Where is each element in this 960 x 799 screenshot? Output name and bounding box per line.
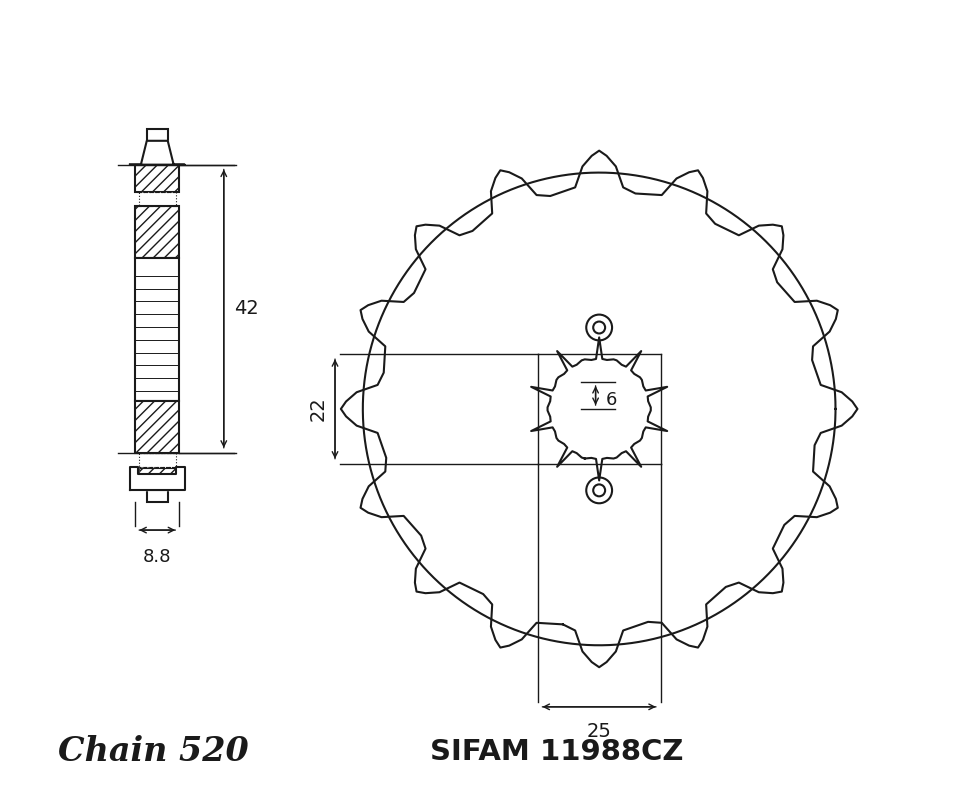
Bar: [138, 467, 176, 489]
Text: Chain 520: Chain 520: [58, 735, 249, 768]
Bar: [135, 165, 180, 193]
Bar: [147, 491, 168, 503]
Text: 8.8: 8.8: [143, 548, 172, 566]
Text: 22: 22: [309, 396, 328, 421]
Bar: [138, 193, 176, 206]
Bar: [138, 452, 176, 467]
Bar: [135, 401, 180, 452]
Polygon shape: [130, 141, 184, 165]
Text: 6: 6: [606, 392, 617, 409]
Text: SIFAM 11988CZ: SIFAM 11988CZ: [430, 737, 684, 765]
Text: 25: 25: [587, 721, 612, 741]
Text: 42: 42: [233, 299, 258, 318]
Bar: [135, 206, 180, 258]
Bar: [135, 258, 180, 401]
Polygon shape: [130, 467, 184, 491]
Bar: [147, 129, 168, 141]
